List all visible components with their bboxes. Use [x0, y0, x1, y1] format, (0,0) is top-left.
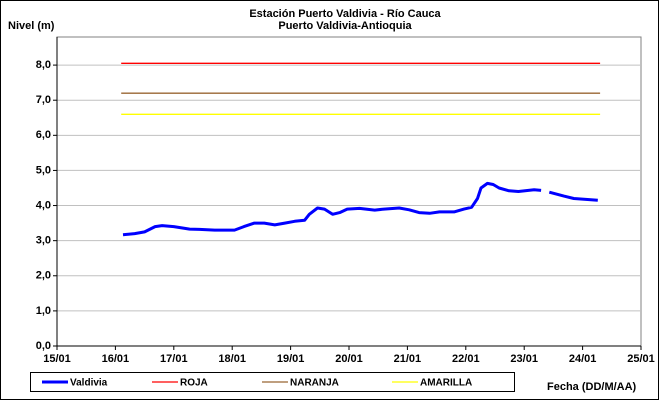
y-tick-label: 3,0 — [36, 235, 51, 247]
x-tick-label: 22/01 — [452, 353, 480, 365]
y-tick-label: 6,0 — [36, 129, 51, 141]
x-tick-label: 25/01 — [627, 353, 655, 365]
legend-label: AMARILLA — [420, 378, 472, 389]
x-tick-label: 19/01 — [277, 353, 305, 365]
legend-box — [30, 372, 515, 392]
y-tick-label: 5,0 — [36, 164, 51, 176]
y-tick-label: 7,0 — [36, 94, 51, 106]
y-tick-label: 0,0 — [36, 340, 51, 352]
x-tick-label: 18/01 — [218, 353, 246, 365]
y-tick-label: 4,0 — [36, 199, 51, 211]
legend-label: Valdivia — [70, 378, 108, 389]
legend-label: NARANJA — [290, 378, 339, 389]
legend-label: ROJA — [180, 378, 208, 389]
series-line — [122, 181, 598, 237]
x-tick-label: 20/01 — [335, 353, 363, 365]
y-tick-label: 2,0 — [36, 270, 51, 282]
y-tick-label: 8,0 — [36, 59, 51, 71]
x-tick-label: 17/01 — [160, 353, 188, 365]
chart-title: Estación Puerto Valdivia - Río Cauca — [249, 8, 441, 20]
x-tick-label: 21/01 — [394, 353, 422, 365]
x-tick-label: 16/01 — [102, 353, 130, 365]
x-tick-label: 24/01 — [569, 353, 597, 365]
chart-subtitle: Puerto Valdivia-Antioquia — [278, 20, 412, 32]
plot-area — [56, 36, 642, 347]
x-axis-label: Fecha (DD/M/AA) — [547, 381, 637, 393]
x-tick-label: 15/01 — [43, 353, 71, 365]
x-tick-label: 23/01 — [510, 353, 538, 365]
y-tick-label: 1,0 — [36, 305, 51, 317]
y-axis-label: Nivel (m) — [8, 20, 55, 32]
